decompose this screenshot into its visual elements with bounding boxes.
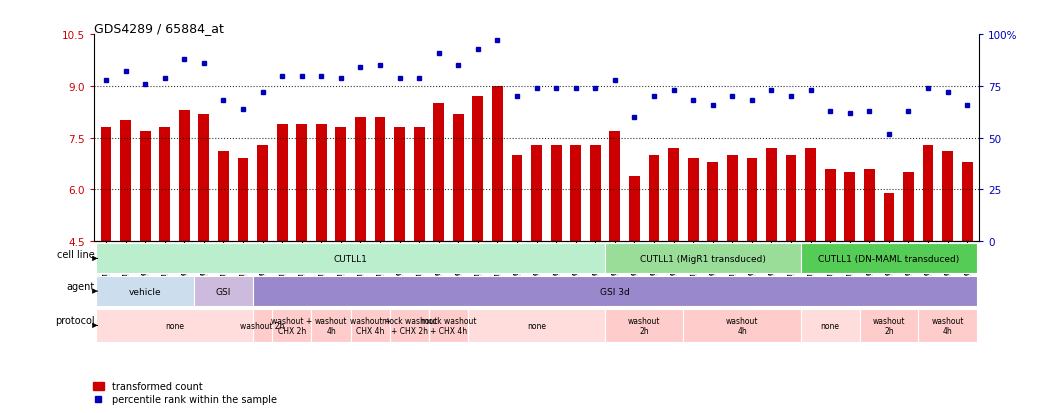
Bar	[258, 145, 268, 242]
Bar	[864, 169, 874, 242]
Bar	[351, 309, 389, 342]
Bar	[120, 121, 131, 242]
Bar	[766, 149, 777, 242]
Bar	[571, 145, 581, 242]
Bar	[904, 173, 914, 242]
Text: CUTLL1 (DN-MAML transduced): CUTLL1 (DN-MAML transduced)	[819, 254, 959, 263]
Bar	[492, 87, 503, 242]
Text: mock washout
+ CHX 4h: mock washout + CHX 4h	[421, 316, 476, 335]
Bar	[101, 128, 111, 242]
Bar	[179, 111, 190, 242]
Bar	[605, 244, 801, 274]
Bar	[433, 104, 444, 242]
Text: washout
4h: washout 4h	[315, 316, 348, 335]
Bar	[335, 128, 347, 242]
Bar	[727, 156, 738, 242]
Text: GSI 3d: GSI 3d	[600, 287, 629, 296]
Bar	[218, 152, 229, 242]
Bar	[316, 125, 327, 242]
Bar	[276, 125, 288, 242]
Bar	[194, 277, 252, 306]
Bar	[942, 152, 953, 242]
Bar	[825, 169, 836, 242]
Text: protocol: protocol	[54, 316, 94, 325]
Bar	[414, 128, 424, 242]
Bar	[860, 309, 918, 342]
Text: washout
4h: washout 4h	[726, 316, 758, 335]
Text: none: none	[821, 321, 840, 330]
Bar	[688, 159, 698, 242]
Text: none: none	[527, 321, 547, 330]
Text: agent: agent	[66, 282, 94, 292]
Bar	[389, 309, 429, 342]
Legend: transformed count, percentile rank within the sample: transformed count, percentile rank withi…	[89, 377, 281, 408]
Bar	[312, 309, 351, 342]
Bar	[394, 128, 405, 242]
Bar	[139, 131, 151, 242]
Bar	[605, 309, 684, 342]
Bar	[918, 309, 977, 342]
Bar	[844, 173, 855, 242]
Text: GSI: GSI	[216, 287, 231, 296]
Text: washout 2h: washout 2h	[241, 321, 285, 330]
Bar	[922, 145, 934, 242]
Bar	[375, 118, 385, 242]
Bar	[884, 193, 894, 242]
Bar	[649, 156, 660, 242]
Bar	[551, 145, 561, 242]
Text: washout
2h: washout 2h	[628, 316, 661, 335]
Bar	[96, 244, 605, 274]
Text: CUTLL1: CUTLL1	[334, 254, 367, 263]
Bar	[801, 309, 860, 342]
Text: none: none	[165, 321, 184, 330]
Bar	[512, 156, 522, 242]
Bar	[296, 125, 307, 242]
Text: mock washout
+ CHX 2h: mock washout + CHX 2h	[381, 316, 437, 335]
Bar	[472, 97, 484, 242]
Bar	[805, 149, 816, 242]
Bar	[272, 309, 312, 342]
Bar	[801, 244, 977, 274]
Bar	[668, 149, 680, 242]
Text: washout +
CHX 2h: washout + CHX 2h	[271, 316, 313, 335]
Bar	[238, 159, 248, 242]
Bar	[453, 114, 464, 242]
Bar	[252, 309, 272, 342]
Bar	[96, 309, 252, 342]
Bar	[629, 176, 640, 242]
Bar	[962, 162, 973, 242]
Bar	[96, 277, 194, 306]
Bar	[589, 145, 601, 242]
Text: vehicle: vehicle	[129, 287, 161, 296]
Bar	[684, 309, 801, 342]
Bar	[531, 145, 542, 242]
Bar	[355, 118, 365, 242]
Text: washout
4h: washout 4h	[932, 316, 964, 335]
Bar	[708, 162, 718, 242]
Bar	[252, 277, 977, 306]
Bar	[468, 309, 605, 342]
Bar	[199, 114, 209, 242]
Bar	[609, 131, 620, 242]
Text: cell line: cell line	[57, 249, 94, 259]
Text: washout
2h: washout 2h	[872, 316, 906, 335]
Bar	[747, 159, 757, 242]
Bar	[159, 128, 170, 242]
Bar	[429, 309, 468, 342]
Text: CUTLL1 (MigR1 transduced): CUTLL1 (MigR1 transduced)	[640, 254, 766, 263]
Text: GDS4289 / 65884_at: GDS4289 / 65884_at	[94, 22, 224, 35]
Bar	[785, 156, 797, 242]
Text: washout +
CHX 4h: washout + CHX 4h	[350, 316, 391, 335]
